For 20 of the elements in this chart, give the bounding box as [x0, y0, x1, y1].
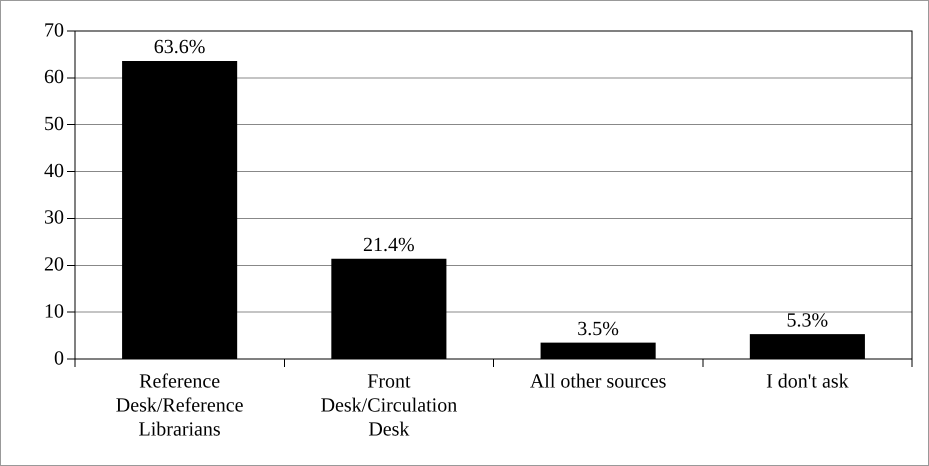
y-tick-label: 40 — [44, 160, 64, 182]
x-tick-label: Front Desk/Circulation Desk — [320, 370, 458, 440]
data-label: 3.5% — [577, 318, 619, 340]
bar — [750, 334, 865, 358]
y-tick-label: 70 — [44, 19, 64, 42]
y-tick-label: 60 — [44, 66, 64, 88]
data-label: 63.6% — [154, 36, 206, 58]
y-tick-label: 10 — [44, 300, 64, 322]
y-tick-label: 30 — [44, 206, 64, 229]
y-tick-label: 20 — [44, 254, 64, 276]
x-tick-label: All other sources — [530, 370, 667, 392]
y-tick-label: 0 — [54, 347, 64, 370]
data-label: 5.3% — [786, 309, 828, 332]
bar — [122, 60, 238, 358]
x-tick-label: Reference Desk/Reference Librarians — [116, 370, 244, 440]
bar — [331, 258, 446, 358]
data-label: 21.4% — [363, 234, 415, 256]
bar — [540, 342, 656, 358]
x-tick-label: I don't ask — [766, 370, 849, 392]
y-tick-label: 50 — [44, 112, 64, 135]
